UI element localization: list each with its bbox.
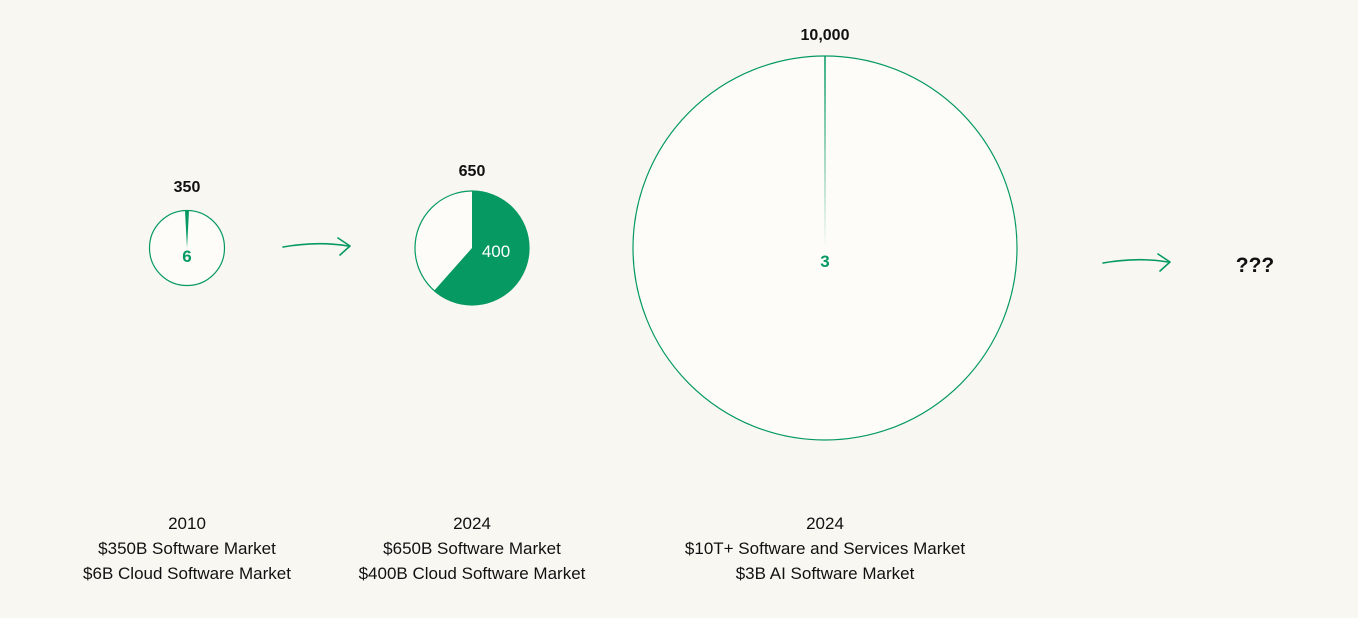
caption-segment-market: $3B AI Software Market <box>736 564 915 583</box>
caption-2010: 2010 $350B Software Market $6B Cloud Sof… <box>83 514 291 583</box>
caption-segment-market: $400B Cloud Software Market <box>359 564 586 583</box>
pie-slice-label: 400 <box>482 242 510 261</box>
pie-slice-label: 3 <box>820 252 829 271</box>
caption-segment-market: $6B Cloud Software Market <box>83 564 291 583</box>
pie-total-label: 650 <box>459 163 486 180</box>
arrow-connector <box>282 237 351 256</box>
pie-total-label: 10,000 <box>801 27 850 44</box>
caption-year: 2024 <box>453 514 491 533</box>
pie-slice <box>824 55 826 248</box>
arrow-connector <box>1102 253 1171 272</box>
pie-slice <box>434 191 529 305</box>
pie-slice <box>184 210 190 248</box>
caption-year: 2010 <box>168 514 206 533</box>
pie-group-2024-cloud: 650 400 <box>414 163 530 306</box>
caption-total-market: $650B Software Market <box>383 539 561 558</box>
pie-group-2010: 350 6 <box>148 179 226 287</box>
caption-2024-cloud: 2024 $650B Software Market $400B Cloud S… <box>359 514 586 583</box>
caption-total-market: $350B Software Market <box>98 539 276 558</box>
pie-slice-label: 6 <box>182 247 191 266</box>
pie-total-label: 350 <box>174 179 201 196</box>
pie-group-2024-ai: 10,000 3 <box>632 27 1018 441</box>
caption-year: 2024 <box>806 514 844 533</box>
unknown-future-label: ??? <box>1236 254 1274 277</box>
caption-2024-ai: 2024 $10T+ Software and Services Market … <box>685 514 965 583</box>
caption-total-market: $10T+ Software and Services Market <box>685 539 965 558</box>
